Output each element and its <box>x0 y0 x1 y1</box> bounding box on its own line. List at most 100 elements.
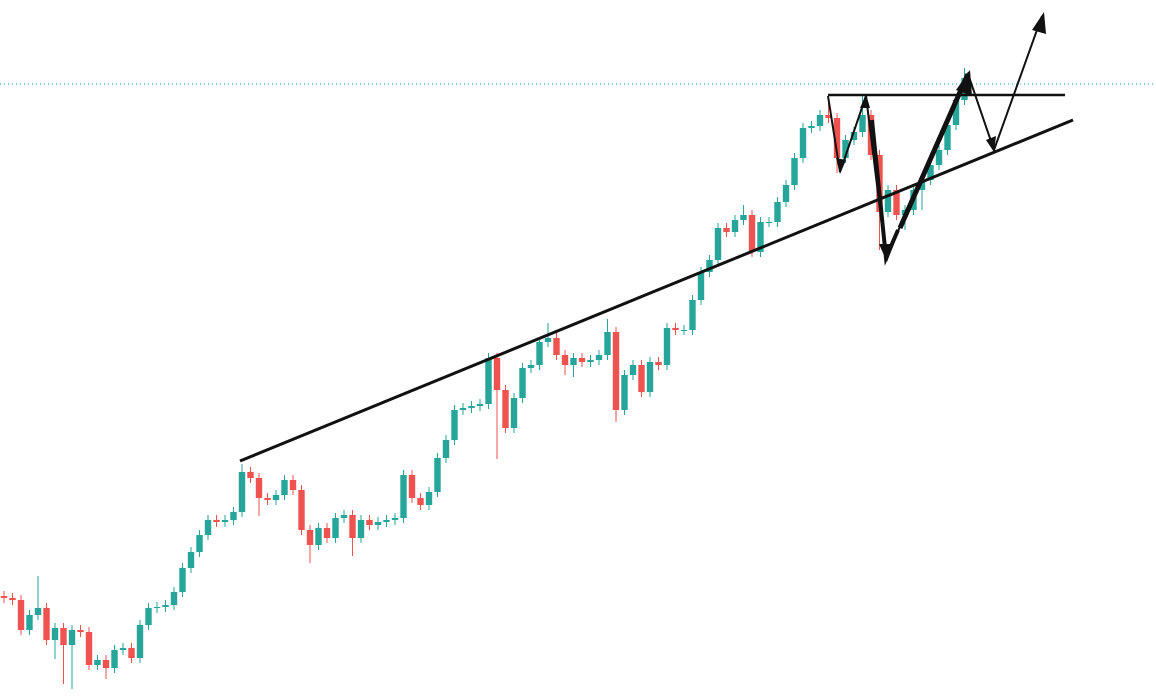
candle-body <box>842 140 849 158</box>
candle-body <box>94 660 101 665</box>
candle-body <box>111 650 118 668</box>
candle-body <box>26 615 33 630</box>
arrow-head <box>836 158 846 174</box>
candle-body <box>519 368 526 398</box>
candle-body <box>272 495 280 500</box>
candle-body <box>612 332 620 410</box>
candle-body <box>102 660 110 668</box>
candle-body <box>442 440 450 458</box>
candle-body <box>366 520 373 525</box>
candle-body <box>417 498 424 505</box>
candle-body <box>502 390 509 428</box>
candle-body <box>510 398 518 428</box>
candle-body <box>238 472 246 512</box>
candle-body <box>408 475 416 498</box>
candle-body <box>799 128 807 158</box>
candle-body <box>221 520 229 522</box>
candle-body <box>476 404 484 406</box>
candle-body <box>825 115 832 118</box>
candle-body <box>60 628 67 645</box>
drawings <box>239 15 1074 463</box>
candle-body <box>425 492 433 505</box>
candle-body <box>349 515 356 538</box>
candle-body <box>255 478 263 498</box>
candle-body <box>17 600 25 630</box>
candle-body <box>400 475 407 518</box>
candle-body <box>689 300 696 330</box>
arrow-head <box>986 136 996 152</box>
candle-body <box>604 332 611 355</box>
candle-body <box>935 150 943 165</box>
candle-body <box>374 522 382 525</box>
candle-body <box>629 365 637 375</box>
candle-body <box>672 328 679 330</box>
trend-line <box>239 118 1074 463</box>
candle-body <box>850 132 858 140</box>
candle-body <box>204 520 212 535</box>
candle-body <box>136 625 144 658</box>
candle-body <box>247 472 254 478</box>
candle-body <box>655 362 662 365</box>
candle-body <box>808 126 815 128</box>
candle-body <box>0 596 8 598</box>
arrow-head <box>1032 12 1046 34</box>
candle-body <box>298 490 305 530</box>
candle-body <box>952 100 960 125</box>
candle-body <box>816 115 824 126</box>
candle-body <box>332 518 339 538</box>
candle-body <box>468 406 475 408</box>
candle-body <box>145 608 152 625</box>
candle-body <box>323 528 331 538</box>
candle-body <box>621 375 628 410</box>
candle-body <box>383 520 390 522</box>
candle-body <box>9 598 16 600</box>
candle-body <box>306 530 314 545</box>
candle-body <box>196 535 203 552</box>
candle-body <box>748 215 756 252</box>
candle-body <box>782 185 790 202</box>
candle-body <box>85 632 93 665</box>
candle-body <box>859 115 866 132</box>
candle-body <box>179 568 186 592</box>
candle-body <box>153 607 161 608</box>
candle-body <box>544 338 552 342</box>
candle-body <box>391 518 399 520</box>
candle-body <box>884 190 892 212</box>
candle-body <box>43 608 50 640</box>
candle-body <box>587 360 594 362</box>
candle-body <box>527 365 535 368</box>
candle-body <box>740 215 747 220</box>
candle-body <box>536 342 543 365</box>
candle-body <box>170 592 178 605</box>
candle-body <box>706 260 713 272</box>
bold-leg <box>870 119 900 266</box>
candle-body <box>119 648 127 650</box>
candle-body <box>638 365 645 392</box>
path-arrows <box>827 15 1043 262</box>
candle-body <box>570 358 577 365</box>
candle-body <box>553 338 560 355</box>
candle-body <box>315 528 322 545</box>
candle-body <box>51 628 59 640</box>
candle-body <box>646 362 654 392</box>
candles <box>0 68 968 689</box>
candle-body <box>493 358 501 390</box>
candle-body <box>451 410 458 440</box>
candle-body <box>434 458 441 492</box>
candle-body <box>281 480 288 495</box>
arrow-head <box>860 94 870 108</box>
candle-body <box>757 222 764 252</box>
candle-body <box>128 648 135 658</box>
candle-body <box>34 608 42 615</box>
candle-body <box>561 355 569 365</box>
candle-body <box>774 202 781 222</box>
arrow-head <box>956 70 972 96</box>
candle-body <box>595 355 603 360</box>
candle-body <box>723 228 730 232</box>
candle-body <box>578 358 586 362</box>
candle-body <box>230 512 237 520</box>
candle-body <box>765 222 773 223</box>
candle-body <box>162 605 169 607</box>
candle-body <box>289 480 297 490</box>
candle-body <box>680 330 688 331</box>
